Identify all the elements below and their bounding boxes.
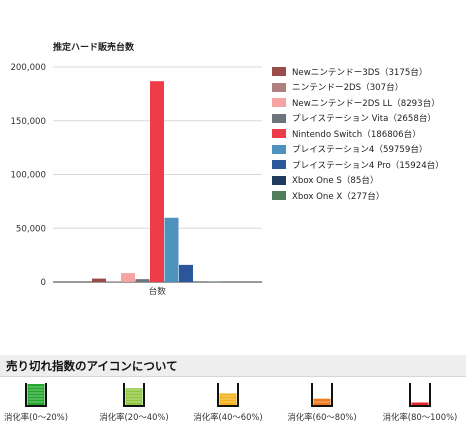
- sellout-icon-label: 消化率(40〜60%): [193, 412, 263, 422]
- bar: [150, 81, 164, 282]
- sellout-icon-label: 消化率(0〜20%): [4, 412, 68, 422]
- section-title: 売り切れ指数のアイコンについて: [0, 355, 466, 377]
- cup-icon-yellow: [217, 383, 239, 407]
- legend-item: Newニンテンドー2DS LL（8293台）: [272, 95, 444, 111]
- cup-icon-red: [409, 383, 431, 407]
- legend-swatch: [272, 82, 286, 92]
- bar: [121, 273, 135, 282]
- y-tick-label: 50,000: [16, 224, 46, 234]
- sellout-icon-item: 消化率(60〜80%): [282, 382, 362, 423]
- bar: [164, 217, 179, 282]
- sellout-icons-row: 消化率(0〜20%) 消化率(20〜40%) 消化率(40〜60%) 消化率(60〜8…: [0, 382, 475, 426]
- bar: [179, 264, 193, 282]
- legend-swatch: [272, 160, 286, 170]
- legend-item: プレイステーション Vita（2658台）: [272, 111, 444, 127]
- legend-label: プレイステーション4（59759台）: [292, 145, 428, 156]
- y-tick-label: 0: [41, 278, 46, 288]
- sellout-icon-item: 消化率(20〜40%): [94, 382, 174, 423]
- y-tick-label: 150,000: [10, 117, 46, 127]
- legend-item: Xbox One S（85台）: [272, 173, 444, 189]
- legend-swatch: [272, 144, 286, 154]
- legend-item: Xbox One X（277台）: [272, 188, 444, 204]
- legend-swatch: [272, 67, 286, 77]
- legend-swatch: [272, 175, 286, 185]
- chart-legend: Newニンテンドー3DS（3175台） ニンテンドー2DS（307台） Newニンテ…: [272, 64, 444, 204]
- legend-swatch: [272, 191, 286, 201]
- bar: [92, 278, 106, 282]
- legend-label: プレイステーション4 Pro（15924台）: [292, 160, 444, 171]
- legend-label: ニンテンドー2DS（307台）: [292, 83, 404, 94]
- legend-item: Newニンテンドー3DS（3175台）: [272, 64, 444, 80]
- cup-icon-orange: [311, 383, 333, 407]
- legend-swatch: [272, 98, 286, 108]
- legend-label: Newニンテンドー3DS（3175台）: [292, 67, 428, 78]
- x-tick-label: 台数: [149, 285, 167, 297]
- legend-swatch: [272, 129, 286, 139]
- sellout-icon-item: 消化率(40〜60%): [188, 382, 268, 423]
- legend-item: プレイステーション4 Pro（15924台）: [272, 157, 444, 173]
- legend-label: Nintendo Switch（186806台）: [292, 129, 421, 140]
- sellout-icon-label: 消化率(80〜100%): [382, 412, 458, 422]
- legend-item: ニンテンドー2DS（307台）: [272, 80, 444, 96]
- bar: [135, 279, 150, 282]
- sellout-icon-item: 消化率(80〜100%): [380, 382, 460, 423]
- cup-icon-lime: [123, 383, 145, 407]
- y-tick-label: 100,000: [10, 171, 46, 181]
- legend-label: Xbox One X（277台）: [292, 191, 385, 202]
- cup-icon-green: [25, 383, 47, 407]
- sellout-icon-item: 消化率(0〜20%): [0, 382, 76, 423]
- legend-label: Newニンテンドー2DS LL（8293台）: [292, 98, 440, 109]
- y-tick-label: 200,000: [10, 63, 46, 73]
- sellout-icon-label: 消化率(20〜40%): [99, 412, 169, 422]
- legend-item: プレイステーション4（59759台）: [272, 142, 444, 158]
- sellout-icon-label: 消化率(60〜80%): [287, 412, 357, 422]
- legend-item: Nintendo Switch（186806台）: [272, 126, 444, 142]
- bar-chart-svg: 推定ハード販売台数 0 50,000 100,000 150,000 200,000 台数: [10, 41, 262, 297]
- chart-title: 推定ハード販売台数: [53, 41, 135, 53]
- legend-swatch: [272, 113, 286, 123]
- chart: 推定ハード販売台数 0 50,000 100,000 150,000 200,000 台数 …: [10, 41, 444, 297]
- legend-label: プレイステーション Vita（2658台）: [292, 114, 437, 125]
- legend-label: Xbox One S（85台）: [292, 176, 379, 187]
